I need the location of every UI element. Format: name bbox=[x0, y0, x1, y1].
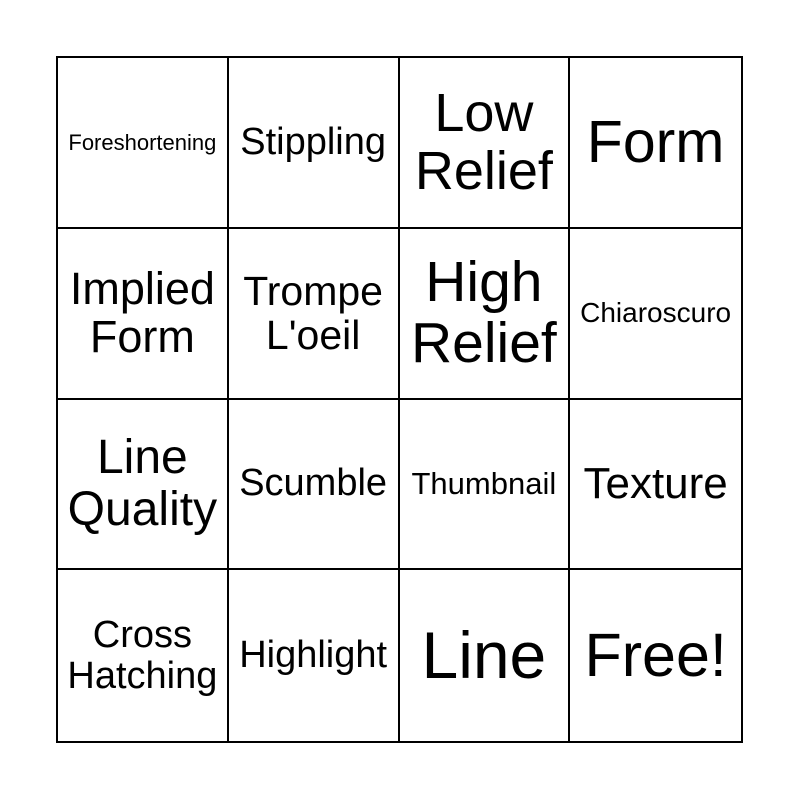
bingo-cell-line[interactable]: Line bbox=[400, 570, 571, 741]
bingo-cell-label: Line bbox=[421, 617, 547, 692]
bingo-cell-stippling[interactable]: Stippling bbox=[228, 58, 400, 229]
bingo-cell-label: Cross Hatching bbox=[67, 613, 218, 697]
bingo-cell-label: Free! bbox=[584, 620, 727, 689]
bingo-cell-label: Low Relief bbox=[414, 83, 553, 202]
bingo-cell-texture[interactable]: Texture bbox=[570, 400, 741, 571]
bingo-cell-thumbnail[interactable]: Thumbnail bbox=[399, 399, 571, 571]
bingo-cell-high-relief[interactable]: High Relief bbox=[399, 228, 571, 400]
bingo-cell-scumble[interactable]: Scumble bbox=[228, 399, 400, 571]
bingo-cell-highlight[interactable]: Highlight bbox=[229, 570, 400, 741]
bingo-cell-line-quality[interactable]: Line Quality bbox=[58, 399, 229, 571]
bingo-card: Foreshortening Stippling Low Relief Form… bbox=[56, 56, 743, 743]
bingo-cell-label: Chiaroscuro bbox=[580, 297, 732, 328]
bingo-cell-label: Implied Form bbox=[69, 262, 215, 363]
bingo-cell-free-space[interactable]: Free! bbox=[570, 570, 741, 741]
bingo-cell-label: Trompe L'oeil bbox=[243, 267, 383, 359]
bingo-cell-label: Scumble bbox=[239, 462, 388, 505]
bingo-cell-cross-hatching[interactable]: Cross Hatching bbox=[58, 570, 229, 741]
bingo-cell-foreshortening[interactable]: Foreshortening bbox=[58, 58, 229, 229]
bingo-cell-implied-form[interactable]: Implied Form bbox=[58, 228, 229, 400]
bingo-cell-label: Line Quality bbox=[67, 431, 218, 536]
bingo-cell-label: Highlight bbox=[239, 634, 388, 677]
bingo-cell-label: High Relief bbox=[411, 249, 557, 376]
bingo-cell-label: Stippling bbox=[240, 120, 386, 163]
bingo-cell-chiaroscuro[interactable]: Chiaroscuro bbox=[570, 229, 741, 400]
bingo-cell-label: Form bbox=[586, 108, 725, 175]
bingo-cell-form[interactable]: Form bbox=[570, 58, 741, 229]
bingo-cell-label: Texture bbox=[583, 459, 728, 509]
bingo-cell-low-relief[interactable]: Low Relief bbox=[399, 58, 571, 229]
bingo-cell-label: Foreshortening bbox=[68, 129, 217, 155]
bingo-cell-label: Thumbnail bbox=[411, 466, 557, 502]
bingo-cell-trompe-loeil[interactable]: Trompe L'oeil bbox=[228, 228, 400, 400]
